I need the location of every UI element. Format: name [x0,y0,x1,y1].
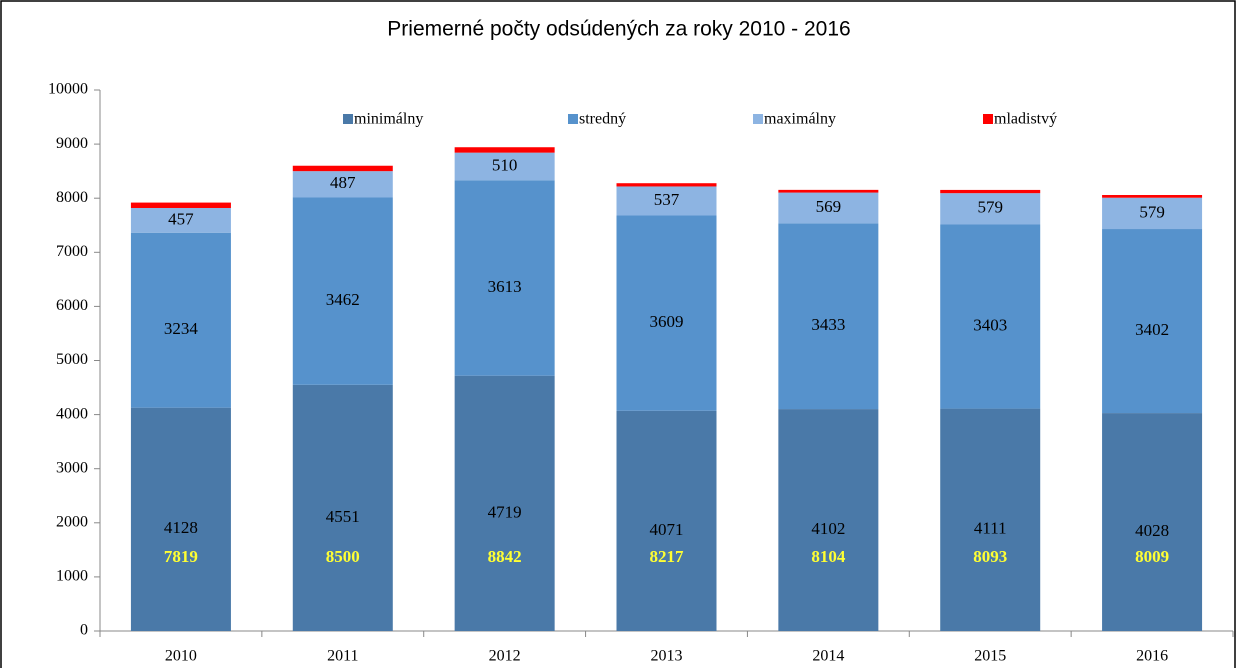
y-tick-label: 10000 [48,81,88,98]
bar-segment [130,207,231,233]
total-label: 7819 [164,547,198,566]
x-tick-label: 2014 [812,648,844,665]
data-label: 4111 [974,519,1007,538]
bar-segment [454,147,555,153]
data-label: 510 [492,155,518,174]
bar-segment [292,165,393,172]
bar-segment [454,375,555,631]
data-label: 3609 [650,312,684,331]
legend-swatch [568,114,578,124]
bar-segment [292,197,393,385]
y-tick-label: 6000 [56,297,88,314]
bar-segment [940,408,1041,631]
data-label: 4128 [164,518,198,537]
bar-segment [130,232,231,408]
bar-segment [616,186,717,216]
x-tick-label: 2010 [165,648,197,665]
bar-segment [616,215,717,411]
bar-segment [454,180,555,376]
bar-segment [292,171,393,198]
bar-segment [616,410,717,631]
y-tick-label: 2000 [56,513,88,530]
x-tick-label: 2016 [1136,648,1168,665]
legend-label: stredný [579,111,626,128]
data-label: 457 [168,209,194,228]
y-tick-label: 7000 [56,243,88,260]
bar-segment [1102,229,1203,414]
bar-segment [454,152,555,181]
legend-swatch [343,114,353,124]
bar-segment [1102,413,1203,631]
data-label: 3433 [811,315,845,334]
bar-segment [1102,195,1203,198]
data-label: 537 [654,190,680,209]
y-tick-label: 8000 [56,189,88,206]
x-tick-label: 2011 [327,648,358,665]
total-label: 8104 [811,547,846,566]
data-label: 4102 [811,519,845,538]
bar-segment [1102,197,1203,230]
total-label: 8842 [488,547,522,566]
chart-title: Priemerné počty odsúdených za roky 2010 … [387,18,850,41]
total-label: 8009 [1135,547,1169,566]
total-label: 8217 [650,547,685,566]
legend-label: minimálny [354,111,423,128]
bar-segment [130,202,231,208]
bar-segment [130,407,231,631]
bar-segment [940,193,1041,225]
legend-label: mladistvý [994,111,1057,128]
legend-label: maximálny [764,111,836,128]
y-tick-label: 0 [80,622,88,639]
bar-segment [292,384,393,631]
y-tick-label: 4000 [56,405,88,422]
bar-segment [778,409,879,631]
bar-segment [940,189,1041,194]
bar-segment [616,183,717,187]
bar-segment [940,224,1041,409]
data-label: 3403 [973,315,1007,334]
data-label: 579 [977,198,1003,217]
data-label: 3402 [1135,320,1169,339]
data-label: 4719 [488,502,522,521]
data-label: 3462 [326,290,360,309]
total-label: 8500 [326,547,360,566]
data-label: 4028 [1135,521,1169,540]
data-label: 4071 [650,520,684,539]
y-tick-label: 1000 [56,568,88,585]
x-tick-label: 2012 [489,648,521,665]
y-tick-label: 3000 [56,459,88,476]
data-label: 569 [816,197,842,216]
x-tick-label: 2015 [974,648,1006,665]
y-tick-label: 5000 [56,351,88,368]
x-tick-label: 2013 [651,648,683,665]
bar-segment [778,192,879,224]
data-label: 3234 [164,319,199,338]
y-tick-label: 9000 [56,135,88,152]
data-label: 579 [1139,202,1165,221]
data-label: 487 [330,173,356,192]
bar-segment [778,189,879,193]
bar-segment [778,223,879,410]
data-label: 3613 [488,277,522,296]
legend-swatch [753,114,763,124]
data-label: 4551 [326,507,360,526]
legend-swatch [983,114,993,124]
total-label: 8093 [973,547,1007,566]
